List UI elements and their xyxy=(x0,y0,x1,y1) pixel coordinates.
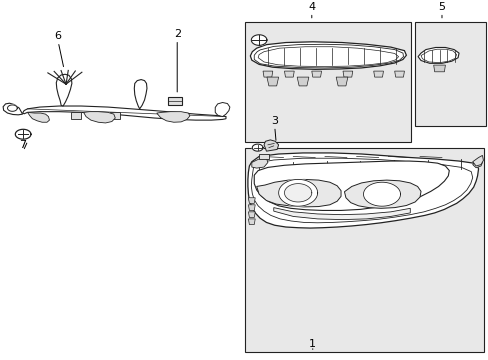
Polygon shape xyxy=(259,154,268,159)
Polygon shape xyxy=(254,44,403,68)
Polygon shape xyxy=(420,49,456,63)
FancyBboxPatch shape xyxy=(245,22,410,142)
Polygon shape xyxy=(7,105,17,111)
Polygon shape xyxy=(363,182,400,206)
Polygon shape xyxy=(134,80,147,109)
Polygon shape xyxy=(472,156,483,166)
Polygon shape xyxy=(83,112,115,123)
Polygon shape xyxy=(472,160,482,168)
Polygon shape xyxy=(15,129,31,139)
Polygon shape xyxy=(254,161,448,211)
Polygon shape xyxy=(264,140,278,151)
Polygon shape xyxy=(215,103,229,117)
Polygon shape xyxy=(335,77,347,86)
Polygon shape xyxy=(250,42,406,69)
Polygon shape xyxy=(157,112,189,122)
Polygon shape xyxy=(248,219,255,225)
Polygon shape xyxy=(297,77,308,86)
Polygon shape xyxy=(258,47,398,67)
Polygon shape xyxy=(248,205,255,211)
Text: 5: 5 xyxy=(438,2,445,12)
Polygon shape xyxy=(256,179,340,207)
Text: 2: 2 xyxy=(173,29,181,39)
Polygon shape xyxy=(311,71,321,77)
Polygon shape xyxy=(27,112,49,122)
Polygon shape xyxy=(248,198,255,203)
Polygon shape xyxy=(284,71,294,77)
Text: 3: 3 xyxy=(271,116,278,126)
Polygon shape xyxy=(273,208,409,220)
Polygon shape xyxy=(91,112,101,120)
Polygon shape xyxy=(110,112,120,120)
Polygon shape xyxy=(248,212,255,217)
Polygon shape xyxy=(251,158,267,168)
Polygon shape xyxy=(284,184,311,202)
FancyBboxPatch shape xyxy=(414,22,485,126)
Polygon shape xyxy=(3,103,22,115)
Polygon shape xyxy=(251,35,266,45)
Polygon shape xyxy=(168,97,182,105)
Polygon shape xyxy=(251,158,472,223)
Polygon shape xyxy=(22,106,225,120)
Polygon shape xyxy=(373,71,383,77)
Polygon shape xyxy=(417,48,458,63)
Text: 6: 6 xyxy=(55,31,61,41)
Polygon shape xyxy=(342,71,352,77)
Polygon shape xyxy=(263,71,272,77)
Polygon shape xyxy=(252,144,263,151)
Polygon shape xyxy=(71,112,81,120)
Text: 4: 4 xyxy=(307,2,315,12)
Polygon shape xyxy=(247,153,478,228)
Polygon shape xyxy=(344,180,420,208)
Polygon shape xyxy=(266,77,278,86)
Polygon shape xyxy=(433,65,445,72)
Text: 7: 7 xyxy=(20,140,27,150)
FancyBboxPatch shape xyxy=(245,148,484,352)
Polygon shape xyxy=(394,71,404,77)
Text: 1: 1 xyxy=(308,339,316,349)
Polygon shape xyxy=(278,179,317,206)
Polygon shape xyxy=(56,74,72,106)
